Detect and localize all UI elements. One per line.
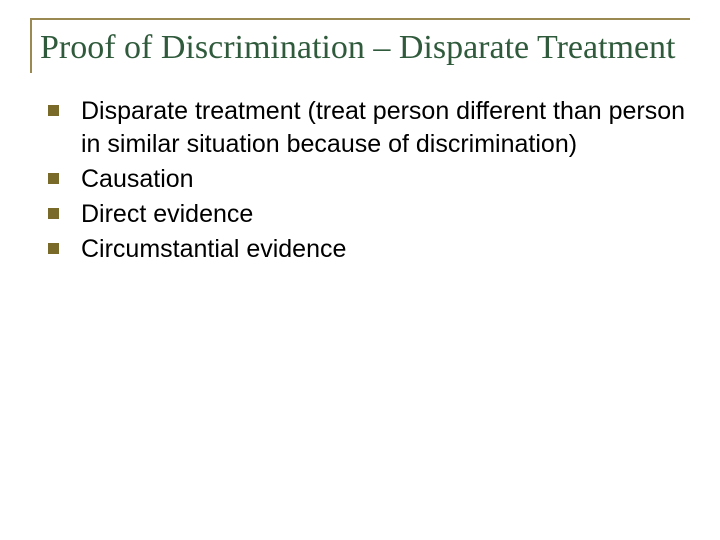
- square-bullet-icon: [48, 243, 59, 254]
- list-item: Disparate treatment (treat person differ…: [48, 95, 690, 161]
- square-bullet-icon: [48, 173, 59, 184]
- title-block: Proof of Discrimination – Disparate Trea…: [30, 18, 690, 73]
- list-item: Circumstantial evidence: [48, 233, 690, 266]
- list-item: Direct evidence: [48, 198, 690, 231]
- list-item-text: Direct evidence: [81, 198, 253, 231]
- square-bullet-icon: [48, 105, 59, 116]
- slide-body: Disparate treatment (treat person differ…: [30, 95, 690, 266]
- list-item-text: Causation: [81, 163, 194, 196]
- slide: Proof of Discrimination – Disparate Trea…: [0, 0, 720, 540]
- list-item-text: Disparate treatment (treat person differ…: [81, 95, 690, 161]
- list-item: Causation: [48, 163, 690, 196]
- list-item-text: Circumstantial evidence: [81, 233, 346, 266]
- slide-title: Proof of Discrimination – Disparate Trea…: [40, 28, 690, 67]
- square-bullet-icon: [48, 208, 59, 219]
